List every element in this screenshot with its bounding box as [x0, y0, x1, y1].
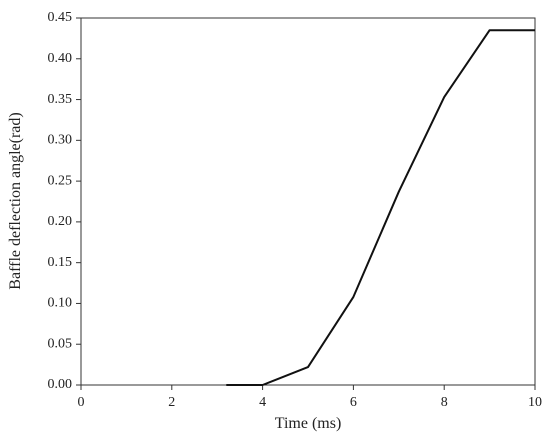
y-tick-label: 0.40 [48, 51, 73, 66]
x-tick-label: 0 [78, 395, 85, 410]
x-tick-label: 6 [350, 395, 357, 410]
y-tick-label: 0.30 [48, 133, 73, 148]
y-tick-label: 0.10 [48, 296, 73, 311]
y-tick-label: 0.35 [48, 92, 73, 107]
y-axis-label: Baffle deflection angle(rad) [7, 112, 24, 289]
x-tick-label: 2 [168, 395, 175, 410]
y-tick-label: 0.15 [48, 255, 73, 270]
series-line [226, 29, 535, 386]
series-group [226, 29, 535, 386]
y-axis-ticks: 0.00 0.05 0.10 0.15 0.20 0.25 0.30 0.35 0.40 0.45 [48, 10, 81, 392]
x-tick-label: 4 [259, 395, 266, 410]
plot-area [80, 17, 536, 386]
y-tick-label: 0.00 [48, 377, 73, 392]
x-axis-ticks: 0 2 4 6 8 10 [78, 385, 542, 410]
y-tick-label: 0.25 [48, 173, 73, 188]
x-tick-label: 8 [441, 395, 448, 410]
x-tick-label: 10 [528, 395, 542, 410]
x-axis-label: Time (ms) [275, 415, 342, 432]
y-tick-label: 0.45 [48, 10, 73, 25]
y-tick-label: 0.20 [48, 214, 73, 229]
y-tick-label: 0.05 [48, 336, 73, 351]
